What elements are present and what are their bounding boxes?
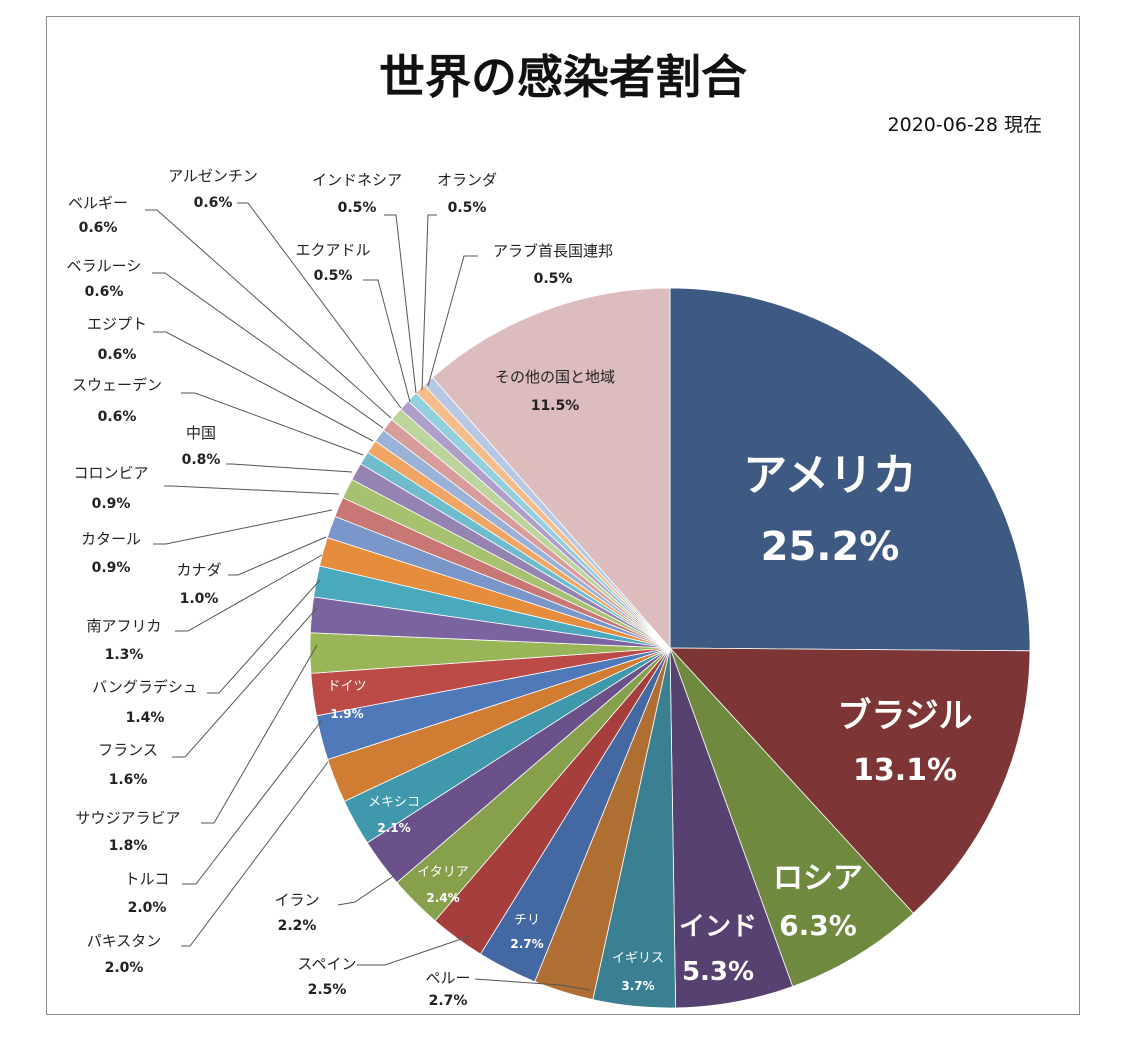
slice-label-21: コロンビア: [73, 464, 148, 482]
slice-label-14: ドイツ: [327, 679, 366, 694]
slice-label-10: イラン: [274, 891, 319, 909]
leader-line-8: [357, 935, 471, 966]
slice-label-6: ペルー: [425, 969, 470, 987]
slice-value-23: 0.6%: [98, 409, 137, 425]
slice-label-3: ロシア: [773, 861, 863, 896]
slice-label-16: フランス: [98, 741, 158, 759]
slice-value-24: 0.6%: [98, 347, 137, 363]
leader-line-29: [384, 214, 417, 394]
slice-value-5: 3.7%: [621, 979, 654, 993]
slice-value-19: 1.0%: [180, 591, 219, 607]
leader-line-30: [421, 214, 437, 391]
slice-label-9: イタリア: [417, 865, 468, 880]
slice-value-11: 2.1%: [377, 821, 410, 835]
slice-value-27: 0.6%: [194, 195, 233, 211]
leader-line-12: [181, 761, 329, 947]
slice-label-18: 南アフリカ: [86, 617, 161, 635]
leader-line-31: [427, 255, 478, 387]
leader-line-28: [363, 279, 411, 403]
slice-label-15: サウジアラビア: [75, 809, 180, 827]
slice-value-31: 0.5%: [534, 271, 573, 287]
slice-value-26: 0.6%: [79, 220, 118, 236]
slice-value-4: 5.3%: [682, 957, 754, 987]
slice-value-21: 0.9%: [92, 496, 131, 512]
pie-slice-1: [669, 287, 1031, 652]
slice-label-5: イギリス: [612, 951, 664, 966]
slice-value-13: 2.0%: [128, 900, 167, 916]
pie-slice-2: [669, 647, 1031, 914]
leader-line-15: [201, 644, 318, 824]
chart-title: 世界の感染者割合: [379, 50, 747, 104]
slice-label-27: アルゼンチン: [168, 167, 258, 185]
slice-value-8: 2.5%: [308, 982, 347, 998]
leader-line-20: [153, 509, 333, 545]
slice-value-2: 13.1%: [853, 753, 957, 788]
slice-label-24: エジプト: [87, 315, 147, 333]
leaders-layer: [145, 202, 591, 991]
chart-subtitle: 2020-06-28 現在: [888, 114, 1042, 136]
slice-label-32: その他の国と地域: [495, 368, 615, 386]
slice-label-29: インドネシア: [312, 171, 402, 189]
leader-line-19: [228, 536, 327, 576]
pie-slice-3: [669, 647, 914, 987]
slice-value-6: 2.7%: [429, 993, 468, 1009]
leader-line-24: [153, 331, 374, 442]
slice-value-15: 1.8%: [109, 838, 148, 854]
slice-label-23: スウェーデン: [72, 376, 162, 394]
slice-value-22: 0.8%: [182, 452, 221, 468]
slice-label-12: パキスタン: [87, 932, 162, 950]
slice-label-20: カタール: [81, 530, 141, 548]
leader-line-6: [474, 978, 591, 991]
slice-value-17: 1.4%: [126, 710, 165, 726]
labels-layer: アメリカ 25.2% ブラジル 13.1% ロシア 6.3% インド 5.3% イギリス 3.7%…: [67, 167, 973, 1009]
slice-value-32: 11.5%: [531, 398, 580, 414]
slice-value-20: 0.9%: [92, 560, 131, 576]
slice-value-16: 1.6%: [109, 772, 148, 788]
slice-label-13: トルコ: [125, 870, 170, 888]
slice-label-8: スペイン: [298, 955, 357, 973]
leader-line-23: [181, 392, 364, 456]
slice-label-17: バングラデシュ: [92, 678, 198, 696]
slices-layer: [309, 287, 1031, 1009]
slice-value-25: 0.6%: [85, 284, 124, 300]
slice-label-22: 中国: [186, 424, 216, 442]
slice-label-19: カナダ: [176, 561, 221, 579]
slice-label-30: オランダ: [437, 171, 497, 189]
slice-value-14: 1.9%: [330, 707, 363, 721]
slice-value-1: 25.2%: [761, 524, 900, 570]
leader-line-13: [182, 719, 323, 885]
slice-value-28: 0.5%: [314, 268, 353, 284]
leader-line-17: [207, 579, 321, 694]
slice-label-7: チリ: [514, 913, 540, 928]
slice-label-25: ベラルーシ: [67, 257, 142, 275]
slice-value-30: 0.5%: [448, 200, 487, 216]
leader-line-10: [337, 872, 399, 906]
slice-value-10: 2.2%: [278, 918, 317, 934]
slice-value-9: 2.4%: [426, 891, 459, 905]
leader-line-22: [226, 463, 353, 473]
slice-label-31: アラブ首長国連邦: [493, 242, 613, 260]
slice-value-18: 1.3%: [105, 647, 144, 663]
leader-line-21: [164, 485, 340, 495]
slice-value-12: 2.0%: [105, 960, 144, 976]
slice-value-3: 6.3%: [779, 909, 857, 942]
slice-label-2: ブラジル: [837, 696, 972, 736]
slice-label-4: インド: [679, 912, 757, 942]
slice-label-28: エクアドル: [295, 241, 370, 259]
slice-label-26: ベルギー: [68, 194, 128, 212]
leader-line-16: [172, 607, 318, 758]
leader-line-26: [145, 209, 392, 419]
slice-value-7: 2.7%: [510, 937, 543, 951]
leader-line-18: [175, 554, 323, 632]
leader-line-25: [152, 272, 384, 429]
slice-label-1: アメリカ: [743, 450, 917, 501]
slice-value-29: 0.5%: [338, 200, 377, 216]
slice-label-11: メキシコ: [368, 795, 420, 810]
pie-slice-32: [431, 287, 671, 650]
leader-line-27: [237, 202, 402, 409]
